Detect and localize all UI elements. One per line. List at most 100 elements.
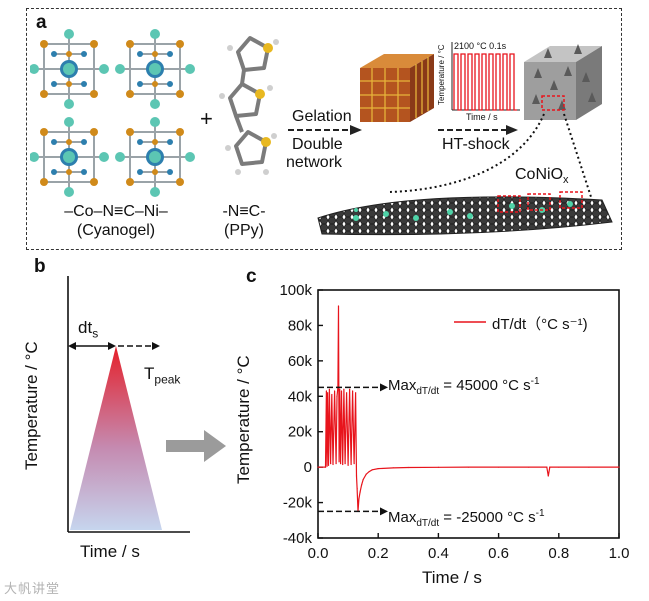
series-point bbox=[358, 498, 360, 500]
series-point bbox=[349, 388, 351, 390]
series-point bbox=[437, 466, 439, 468]
y-tick-label: 80k bbox=[288, 317, 313, 334]
dtdt-series-line bbox=[318, 305, 619, 512]
zoom-region-box bbox=[541, 95, 565, 111]
series-point bbox=[371, 469, 373, 471]
coniox-label-main: CoNiO bbox=[515, 166, 564, 183]
ann-max-prefix: Max bbox=[388, 377, 417, 394]
panel-a-frame bbox=[26, 8, 622, 250]
series-point bbox=[327, 392, 329, 394]
series-point bbox=[342, 463, 344, 466]
series-point bbox=[547, 475, 549, 477]
tpeak-label: Tpeak bbox=[144, 364, 180, 386]
series-point bbox=[350, 463, 352, 466]
series-point bbox=[361, 484, 363, 486]
inset-pulse-train bbox=[453, 53, 517, 111]
panel-c-x-axis-label: Time / s bbox=[422, 568, 482, 587]
y-tick-label: 40k bbox=[288, 388, 313, 405]
series-point bbox=[333, 390, 336, 392]
annotation-arrow-head bbox=[380, 383, 388, 392]
dt-label-main: dt bbox=[78, 318, 93, 337]
gelation-arrow bbox=[288, 125, 362, 135]
ppy-name: (PPy) bbox=[224, 222, 264, 239]
series-point bbox=[407, 466, 409, 469]
series-point bbox=[362, 478, 364, 481]
series-point bbox=[324, 466, 327, 468]
series-point bbox=[355, 475, 358, 477]
zoom-connector-lines bbox=[389, 113, 593, 201]
series-point bbox=[392, 467, 394, 469]
series-point bbox=[355, 392, 357, 394]
ann-max-sub: dT/dt bbox=[416, 386, 440, 397]
ann-min-value: = -25000 °C s bbox=[439, 509, 536, 526]
double-network-cube-illustration bbox=[360, 54, 434, 122]
cyanogel-unit-cell bbox=[114, 28, 196, 110]
annotation-min-label: MaxdT/dt = -25000 °C s-1 bbox=[388, 508, 545, 529]
y-tick-label: 20k bbox=[288, 424, 313, 441]
series-point bbox=[344, 463, 346, 465]
series-point bbox=[328, 388, 331, 390]
tpeak-label-main: T bbox=[144, 364, 155, 383]
series-point bbox=[368, 470, 370, 473]
y-tick-label: -20k bbox=[283, 495, 313, 512]
series-point bbox=[377, 467, 379, 470]
nanoparticle-highlight-box bbox=[527, 193, 551, 211]
series-point bbox=[467, 466, 470, 468]
series-point bbox=[352, 390, 354, 392]
series-point bbox=[335, 463, 337, 465]
nanoparticle-highlight-box bbox=[559, 191, 583, 209]
series-point bbox=[332, 463, 334, 466]
cyanogel-unit-cell bbox=[30, 29, 109, 109]
x-tick-label: 0.4 bbox=[428, 545, 449, 562]
x-tick-label: 0.6 bbox=[488, 545, 509, 562]
ann-max-value: = 45000 °C s bbox=[439, 377, 531, 394]
plot-frame bbox=[317, 289, 620, 539]
series-point bbox=[340, 390, 343, 392]
tpeak-label-sub: peak bbox=[154, 372, 181, 387]
plus-sign: + bbox=[200, 106, 213, 131]
dtdt-series-points bbox=[317, 305, 620, 513]
ppy-formula: -N≡C- bbox=[222, 203, 266, 220]
x-tick-label: 0.2 bbox=[368, 545, 389, 562]
cyanogel-structure-illustration bbox=[30, 28, 196, 198]
series-point bbox=[347, 464, 349, 466]
series-point bbox=[331, 393, 333, 396]
cyanogel-name: (Cyanogel) bbox=[76, 222, 156, 239]
annotation-max-label: MaxdT/dt = 45000 °C s-1 bbox=[388, 376, 540, 397]
series-point bbox=[330, 463, 332, 465]
series-point bbox=[588, 466, 590, 468]
panel-b-to-c-arrow bbox=[166, 430, 226, 462]
dt-label: dts bbox=[78, 318, 98, 340]
series-point bbox=[365, 473, 367, 475]
ann-min-prefix: Max bbox=[388, 509, 417, 526]
y-tick-label: 60k bbox=[288, 353, 313, 370]
y-tick-label: -40k bbox=[283, 530, 313, 547]
coniox-label: CoNiOx bbox=[515, 166, 569, 186]
inset-x-axis-label: Time / s bbox=[466, 112, 498, 122]
series-point bbox=[336, 395, 338, 397]
panel-b-y-axis-label: Temperature / °C bbox=[22, 341, 41, 471]
series-point bbox=[353, 463, 355, 465]
annotation-arrow-head bbox=[380, 507, 388, 516]
panel-b-temperature-profile bbox=[67, 276, 190, 533]
cyanogel-formula: –Co–N≡C–Ni– bbox=[64, 203, 168, 220]
y-axis-ticks: -40k -20k 0 20k 40k 60k 80k 100k bbox=[279, 282, 323, 547]
series-point bbox=[325, 390, 328, 392]
series-point bbox=[327, 464, 330, 466]
temperature-pulse-triangle bbox=[70, 346, 162, 530]
carbon-sheet-illustration bbox=[317, 191, 613, 236]
series-point bbox=[498, 466, 500, 468]
series-point bbox=[345, 392, 348, 394]
series-point bbox=[326, 465, 328, 467]
series-point bbox=[549, 466, 551, 468]
y-tick-label: 0 bbox=[304, 459, 312, 476]
double-network-label-line1: Double bbox=[292, 136, 343, 153]
series-point bbox=[546, 466, 548, 468]
panel-b-label: b bbox=[34, 256, 46, 277]
x-tick-label: 0.0 bbox=[308, 545, 329, 562]
legend-label: dT/dt（°C s⁻¹) bbox=[492, 316, 588, 333]
x-tick-label: 0.8 bbox=[548, 545, 569, 562]
double-network-label-line2: network bbox=[286, 154, 343, 171]
series-point bbox=[339, 463, 342, 465]
inset-condition-label: 2100 °C 0.1s bbox=[454, 41, 507, 51]
